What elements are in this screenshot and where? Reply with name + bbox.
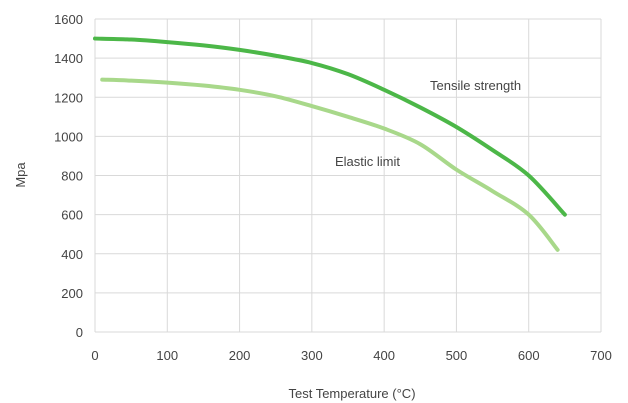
x-tick-label-700: 700 xyxy=(590,348,612,363)
x-tick-label-100: 100 xyxy=(156,348,178,363)
y-axis-label: Mpa xyxy=(13,162,28,188)
series-line-elastic-limit xyxy=(102,80,557,250)
y-tick-label-800: 800 xyxy=(61,169,83,184)
y-tick-label-400: 400 xyxy=(61,247,83,262)
series-lines xyxy=(95,39,565,250)
y-tick-label-600: 600 xyxy=(61,208,83,223)
y-tick-label-0: 0 xyxy=(76,325,83,340)
tick-labels: 0 200 400 600 800 1000 1200 1400 1600 0 100 200 300 4… xyxy=(54,12,612,363)
y-tick-label-1400: 1400 xyxy=(54,51,83,66)
y-tick-label-1000: 1000 xyxy=(54,129,83,144)
x-tick-label-200: 200 xyxy=(229,348,251,363)
y-tick-label-200: 200 xyxy=(61,286,83,301)
grid-lines xyxy=(95,19,601,332)
annotation-elastic-limit: Elastic limit xyxy=(335,154,400,169)
series-line-tensile-strength xyxy=(95,39,565,215)
annotation-tensile-strength: Tensile strength xyxy=(430,78,521,93)
x-tick-label-500: 500 xyxy=(446,348,468,363)
x-tick-label-300: 300 xyxy=(301,348,323,363)
x-tick-label-0: 0 xyxy=(91,348,98,363)
y-tick-label-1600: 1600 xyxy=(54,12,83,27)
x-axis-label: Test Temperature (°C) xyxy=(288,386,415,401)
y-tick-label-1200: 1200 xyxy=(54,90,83,105)
x-tick-label-400: 400 xyxy=(373,348,395,363)
x-tick-label-600: 600 xyxy=(518,348,540,363)
